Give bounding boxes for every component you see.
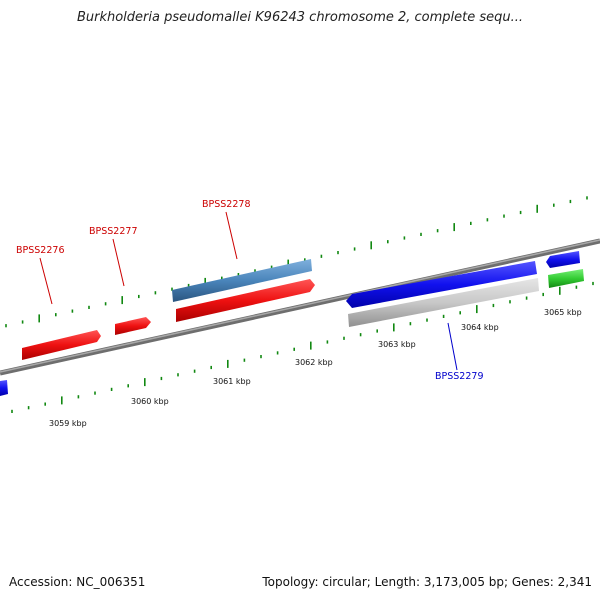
- gene-minus-right[interactable]: [546, 251, 580, 268]
- scale-label: 3062 kbp: [295, 358, 333, 367]
- gene-bpss2278-selected[interactable]: [172, 259, 312, 302]
- scale-label: 3065 kbp: [544, 308, 582, 317]
- lower-tick-row: [11, 281, 594, 413]
- leader-bpss2278: [225, 211, 238, 260]
- scale-label: 3061 kbp: [213, 377, 251, 386]
- gene-pseudo[interactable]: [348, 278, 539, 327]
- scale-label: 3059 kbp: [49, 419, 87, 428]
- leader-bpss2279: [447, 322, 458, 371]
- leader-bpss2276: [39, 257, 53, 305]
- sequence-axis: [0, 238, 600, 376]
- gene-bpss2277[interactable]: [115, 317, 151, 335]
- gene-bpss2278[interactable]: [176, 279, 315, 322]
- gene-label-bpss2277[interactable]: BPSS2277: [89, 226, 137, 237]
- gene-label-bpss2279[interactable]: BPSS2279: [435, 371, 483, 382]
- leader-bpss2277: [112, 238, 125, 287]
- gene-bpss2276[interactable]: [22, 330, 101, 360]
- page-title: Burkholderia pseudomallei K96243 chromos…: [76, 10, 524, 25]
- scale-label: 3064 kbp: [461, 323, 499, 332]
- gene-bpss2279[interactable]: [346, 261, 537, 308]
- gene-rna[interactable]: [548, 269, 584, 288]
- accession-text: Accession: NC_006351: [9, 575, 146, 589]
- gene-label-bpss2278[interactable]: BPSS2278: [202, 199, 250, 210]
- sequence-axis-highlight: [0, 239, 600, 373]
- gene-label-bpss2276[interactable]: BPSS2276: [16, 245, 64, 256]
- scale-label: 3063 kbp: [378, 340, 416, 349]
- topology-summary: Topology: circular; Length: 3,173,005 bp…: [262, 575, 592, 589]
- gene-minus-left-edge[interactable]: [0, 380, 8, 396]
- scale-label: 3060 kbp: [131, 397, 169, 406]
